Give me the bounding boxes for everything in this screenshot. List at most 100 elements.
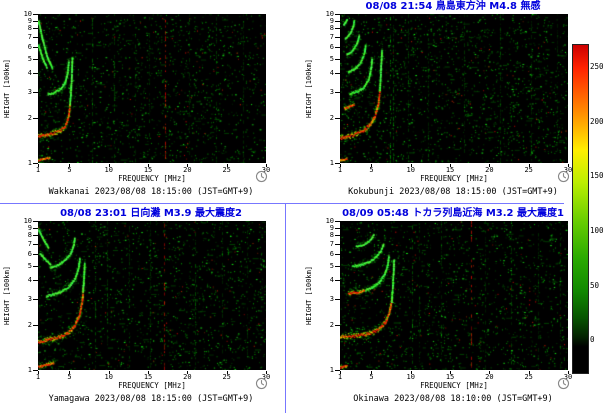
x-tick-label: 15 — [445, 373, 455, 381]
x-tick-mark — [38, 371, 39, 374]
y-tick-label: 4 — [329, 69, 334, 78]
x-tick-mark — [489, 164, 491, 167]
x-tick-mark — [38, 164, 39, 167]
x-tick-label: 5 — [67, 166, 72, 174]
panel-okinawa: 08/09 05:48 トカラ列島近海 M3.2 最大震度1 HEIGHT [1… — [304, 207, 602, 412]
y-tick-label: 8 — [27, 24, 32, 33]
x-tick-mark — [148, 164, 150, 167]
x-tick-label: 1 — [337, 373, 343, 381]
ionogram-plot — [38, 14, 266, 163]
clock-icon — [557, 377, 570, 390]
x-tick-label: 10 — [104, 373, 113, 381]
panel-title: 08/08 21:54 鳥島東方沖 M4.8 無感 — [365, 1, 541, 12]
y-tick-label: 9 — [329, 16, 334, 25]
y-tick-label: 6 — [329, 250, 334, 259]
y-tick-label: 9 — [27, 223, 32, 232]
panel-wakkanai: HEIGHT [100km] 10 9 8 7 6 5 4 3 2 1 1 5 10 15 20 25 30 … — [2, 0, 300, 205]
y-tick-label: 3 — [329, 294, 334, 303]
x-tick-mark — [187, 164, 189, 167]
colorbar-tick-label: 200 — [590, 116, 604, 126]
x-tick-mark — [108, 164, 110, 167]
y-tick-label: 5 — [27, 261, 32, 270]
y-tick-mark — [335, 370, 340, 371]
y-tick-label: 2 — [329, 114, 334, 123]
y-axis-label: HEIGHT [100km] — [3, 266, 11, 326]
colorbar-tick-label: 0 — [590, 335, 595, 345]
x-tick-mark — [528, 371, 530, 374]
panel-caption: Kokubunji 2023/08/08 18:15:00 (JST=GMT+9… — [348, 187, 558, 197]
y-tick-label: 1 — [329, 159, 334, 167]
y-tick-label: 1 — [27, 366, 32, 374]
y-tick-label: 8 — [329, 231, 334, 240]
clock-icon — [255, 377, 268, 390]
x-tick-label: 20 — [485, 373, 494, 381]
x-tick-label: 1 — [35, 166, 41, 174]
x-tick-mark — [489, 371, 491, 374]
x-tick-label: 10 — [104, 166, 113, 174]
horizontal-divider — [0, 203, 564, 204]
y-tick-label: 8 — [27, 231, 32, 240]
x-tick-label: 5 — [369, 373, 374, 381]
x-tick-mark — [266, 371, 267, 374]
y-tick-label: 1 — [27, 159, 32, 167]
ionogram-plot — [340, 221, 568, 370]
x-tick-mark — [148, 371, 150, 374]
y-tick-label: 4 — [27, 69, 32, 78]
y-tick-label: 8 — [329, 24, 334, 33]
x-tick-mark — [69, 164, 71, 167]
x-axis-label: FREQUENCY [MHz] — [420, 381, 488, 390]
panel-title — [2, 0, 300, 13]
colorbar-tick-label: 250 — [590, 61, 604, 71]
y-tick-label: 5 — [329, 54, 334, 63]
y-tick-mark — [335, 163, 340, 164]
x-tick-label: 25 — [222, 166, 231, 174]
panel-caption: Yamagawa 2023/08/08 18:15:00 (JST=GMT+9) — [48, 394, 254, 404]
y-tick-label: 2 — [27, 321, 32, 330]
y-tick-label: 5 — [329, 261, 334, 270]
x-tick-label: 5 — [369, 166, 374, 174]
x-tick-mark — [187, 371, 189, 374]
panel-yamagawa: 08/08 23:01 日向灘 M3.9 最大震度2 HEIGHT [100km… — [2, 207, 300, 412]
y-tick-label: 2 — [27, 114, 32, 123]
x-tick-mark — [410, 371, 412, 374]
x-tick-mark — [226, 371, 228, 374]
panel-kokubunji: 08/08 21:54 鳥島東方沖 M4.8 無感 HEIGHT [100km]… — [304, 0, 602, 205]
y-tick-label: 1 — [329, 366, 334, 374]
x-tick-mark — [371, 371, 373, 374]
x-tick-mark — [410, 164, 412, 167]
x-tick-mark — [450, 164, 452, 167]
y-tick-label: 5 — [27, 54, 32, 63]
panel-caption: Wakkanai 2023/08/08 18:15:00 (JST=GMT+9) — [48, 187, 254, 197]
x-tick-mark — [340, 164, 341, 167]
y-tick-label: 7 — [27, 33, 32, 42]
y-axis-label: HEIGHT [100km] — [305, 266, 313, 326]
x-tick-mark — [69, 371, 71, 374]
x-axis-label: FREQUENCY [MHz] — [420, 174, 488, 183]
panel-caption: Okinawa 2023/08/08 18:10:00 (JST=GMT+9) — [353, 394, 553, 404]
y-tick-label: 9 — [329, 223, 334, 232]
x-tick-label: 15 — [143, 373, 153, 381]
x-tick-mark — [450, 371, 452, 374]
clock-icon — [557, 170, 570, 183]
panel-title: 08/08 23:01 日向灘 M3.9 最大震度2 — [60, 208, 242, 219]
x-tick-label: 10 — [406, 166, 415, 174]
colorbar-tick-label: 50 — [590, 280, 600, 290]
x-tick-label: 15 — [445, 166, 455, 174]
x-tick-label: 25 — [222, 373, 231, 381]
ionogram-plot — [340, 14, 568, 163]
y-tick-label: 9 — [27, 16, 32, 25]
colorbar-tick-label: 150 — [590, 171, 604, 181]
x-axis-label: FREQUENCY [MHz] — [118, 381, 186, 390]
x-tick-label: 20 — [183, 373, 192, 381]
x-tick-mark — [528, 164, 530, 167]
panel-title: 08/09 05:48 トカラ列島近海 M3.2 最大震度1 — [342, 208, 564, 219]
x-tick-label: 25 — [524, 373, 533, 381]
x-axis-label: FREQUENCY [MHz] — [118, 174, 186, 183]
x-tick-mark — [371, 164, 373, 167]
y-tick-label: 3 — [329, 87, 334, 96]
x-tick-mark — [266, 164, 267, 167]
x-tick-label: 20 — [183, 166, 192, 174]
ionogram-plot — [38, 221, 266, 370]
x-tick-label: 5 — [67, 373, 72, 381]
